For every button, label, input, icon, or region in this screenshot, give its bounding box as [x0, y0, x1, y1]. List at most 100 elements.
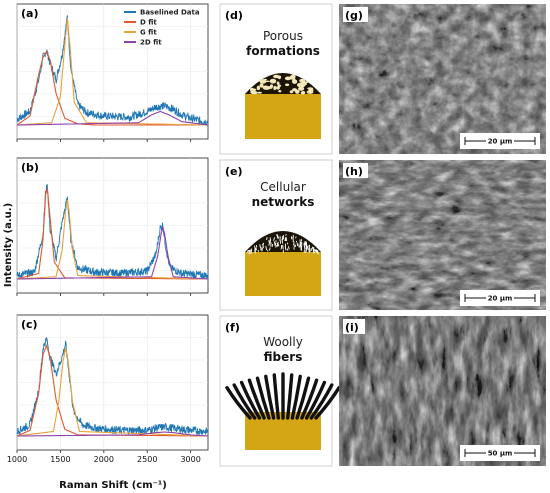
legend: Baselined Data D fit G fit 2D fit [124, 9, 200, 47]
fiber [232, 383, 257, 420]
fiber [314, 386, 341, 420]
pore [269, 78, 277, 84]
cell-strand [281, 239, 284, 244]
morphology-title-f-line1: Woolly [263, 335, 303, 349]
cell-strand [307, 245, 309, 248]
sem-label-box-h [343, 163, 368, 178]
fibers [225, 372, 341, 420]
pore [259, 83, 264, 88]
cell-strand [285, 233, 287, 236]
series-line-2d-fit [17, 226, 209, 280]
cell-strand [266, 236, 268, 241]
fiber [300, 378, 319, 420]
cell-strand [262, 243, 264, 249]
cell-strand [275, 244, 277, 248]
panel-label-f: (f) [225, 321, 240, 334]
scale-text-bg-g [486, 136, 514, 146]
cell-strand [305, 245, 308, 249]
cell-strand [311, 246, 314, 250]
morphology-title-d-line1: Porous [263, 29, 303, 43]
pore [259, 79, 265, 84]
pore [292, 79, 297, 83]
x-tick-label: 1500 [50, 455, 70, 464]
cell-strand [299, 241, 302, 246]
pore [264, 86, 270, 90]
cell-strand [246, 250, 249, 253]
pore [303, 82, 307, 86]
pore [264, 80, 270, 83]
cell-strand [268, 247, 271, 251]
cell-strand [293, 247, 295, 250]
series-line-g-fit [16, 347, 208, 437]
pore [285, 83, 290, 87]
sem-texture-i [339, 316, 546, 466]
x-tick-label: 1000 [7, 455, 27, 464]
cell-strand [269, 239, 271, 244]
cell-strand [304, 241, 307, 246]
morphology-panel-d: (d) Porous formations [219, 3, 333, 155]
fiber [304, 380, 327, 420]
cell-strand [277, 241, 279, 244]
sem-image-i: (i) 50 µm [339, 316, 546, 466]
morphology-panel-f: (f) Woolly fibers [219, 315, 341, 467]
cell-strand [291, 236, 293, 239]
scale-text-bg-i [486, 448, 514, 458]
cell-strand [274, 242, 277, 247]
pore [270, 84, 273, 88]
fiber [290, 374, 302, 420]
series-line-2d-fit [17, 110, 209, 126]
sem-label-g: (g) [345, 9, 363, 22]
morphology-title-d-line2: formations [246, 44, 320, 58]
cell-strand [285, 248, 287, 251]
fiber [255, 376, 271, 420]
fiber [272, 373, 280, 420]
cell-strand [261, 247, 263, 252]
x-tick-label: 2000 [94, 455, 114, 464]
series-line-d-fit [16, 50, 208, 126]
sem-label-box-g [343, 7, 368, 22]
substrate-block-d [245, 94, 321, 139]
raman-chart-c: (c) 1000 1500 2000 2500 3000 [7, 314, 209, 464]
pore [257, 91, 262, 94]
cell-strand [314, 249, 316, 254]
cell-strand [273, 237, 276, 241]
pore [278, 90, 282, 93]
sem-texture-h [339, 160, 546, 310]
cell-strand [257, 249, 260, 252]
fiber [247, 378, 266, 420]
panel-label-e: (e) [225, 165, 243, 178]
cell-strand [284, 237, 287, 242]
sem-image-h: (h) 20 µm [339, 160, 546, 310]
legend-entry-d: D fit [140, 19, 157, 27]
cell-strand [303, 243, 306, 247]
cell-strand [277, 243, 280, 247]
scale-text-h: 20 µm [488, 295, 513, 303]
cell-strand [286, 248, 289, 251]
y-axis-title: Intensity (a.u.) [3, 203, 14, 287]
pore [295, 89, 300, 94]
series-line-g-fit [16, 199, 208, 280]
cell-strand [308, 248, 310, 253]
panel-label: (b) [21, 161, 39, 174]
pore [277, 75, 282, 80]
morphology-panel-e: (e) Cellular networks [219, 159, 333, 311]
cell-strand [262, 242, 265, 246]
pore [284, 76, 291, 81]
raman-chart-b: (b) [16, 157, 209, 296]
pore [276, 81, 280, 85]
x-tick-label: 2500 [137, 455, 157, 464]
sem-label-h: (h) [345, 165, 363, 178]
cell-strand [309, 248, 311, 251]
pore [289, 75, 293, 80]
cell-strand [290, 237, 293, 240]
cell-strand [277, 236, 280, 239]
cell-strand [279, 239, 282, 244]
pore [298, 86, 305, 91]
scale-text-i: 50 µm [488, 450, 513, 458]
cell-strand [310, 248, 313, 252]
sem-texture-g [339, 4, 546, 154]
fiber [286, 373, 294, 420]
pore [252, 91, 258, 95]
cell-strands [246, 233, 319, 255]
